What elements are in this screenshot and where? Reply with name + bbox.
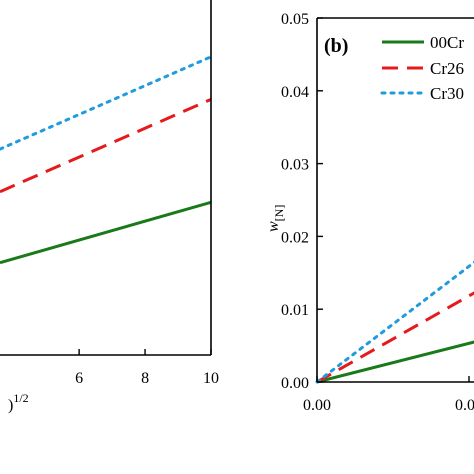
- series-line-b-cr26: [316, 291, 474, 384]
- panel-b-y-tick-label: 0.01: [281, 302, 309, 319]
- series-line-a-cr26: [0, 98, 212, 194]
- legend-label-cr30: Cr30: [430, 84, 464, 103]
- panel-b: 0.000.010.020.030.040.050.000.02w[N](b)0…: [265, 11, 474, 414]
- panel-b-y-tick-label: 0.03: [281, 157, 309, 174]
- series-line-b-00cr: [316, 340, 474, 384]
- panel-b-x-tick-label: 0.00: [303, 397, 331, 414]
- panel-a-x-tick-label: 8: [141, 370, 149, 387]
- panel-b-x-tick-label: 0.02: [455, 397, 474, 414]
- series-line-a-00cr: [0, 200, 212, 265]
- panel-b-y-tick-label: 0.00: [281, 375, 309, 392]
- series-line-b-cr30: [315, 260, 474, 384]
- series-line-a-cr30: [0, 55, 213, 151]
- legend-label-cr26: Cr26: [430, 59, 464, 78]
- panel-a-x-tick-label: 10: [203, 370, 219, 387]
- panel-a-x-tick-label: 6: [75, 370, 83, 387]
- legend-label-00cr: 00Cr: [430, 33, 464, 52]
- panel-b-y-tick-label: 0.02: [281, 229, 309, 246]
- panel-a-x-axis-title: )1/2: [8, 391, 29, 414]
- panel-b-y-axis-title: w[N]: [265, 205, 286, 232]
- panel-b-label: (b): [324, 35, 348, 57]
- panel-a: 6 8 10 )1/2: [0, 0, 219, 414]
- panel-b-y-tick-label: 0.04: [281, 84, 309, 101]
- panel-b-y-tick-label: 0.05: [281, 11, 309, 28]
